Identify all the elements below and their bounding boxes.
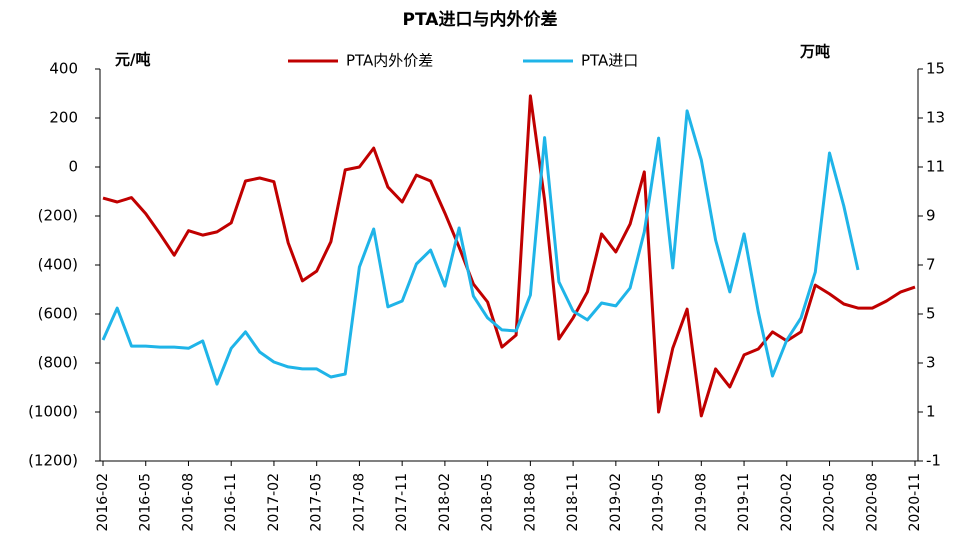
y-tick-label: (1200) (28, 452, 78, 470)
x-tick-label: 2018-08 (522, 473, 538, 532)
x-tick-label: 2020-02 (779, 473, 795, 532)
x-tick-label: 2017-02 (266, 473, 282, 532)
x-tick-label: 2020-11 (907, 473, 923, 532)
x-tick-label: 2017-05 (309, 473, 325, 532)
x-tick-label: 2019-11 (736, 473, 752, 532)
x-tick-label: 2018-02 (437, 473, 453, 532)
y2-tick-label: 13 (926, 109, 945, 127)
x-tick-label: 2017-08 (351, 473, 367, 532)
x-tick-label: 2020-08 (864, 473, 880, 532)
y-tick-label: (400) (38, 256, 78, 274)
y2-tick-label: 1 (926, 403, 936, 421)
series-line (102, 94, 916, 418)
y-tick-label: (800) (38, 354, 78, 372)
x-tick-label: 2016-08 (180, 473, 196, 532)
y2-axis-label: 万吨 (799, 43, 830, 61)
y2-tick-label: 11 (926, 158, 945, 176)
legend-label: PTA内外价差 (346, 52, 433, 70)
x-tick-label: 2018-11 (565, 473, 581, 532)
y2-tick-label: 15 (926, 60, 945, 78)
y2-tick-label: 3 (926, 354, 936, 372)
x-tick-label: 2016-05 (138, 473, 154, 532)
x-tick-label: 2019-02 (608, 473, 624, 532)
y-axis-label: 元/吨 (115, 51, 150, 69)
y2-tick-label: 5 (926, 305, 936, 323)
y-tick-label: 0 (68, 158, 78, 176)
x-tick-label: 2016-02 (95, 473, 111, 532)
chart-title: PTA进口与内外价差 (403, 9, 558, 30)
x-tick-label: 2020-05 (822, 473, 838, 532)
y2-tick-label: 7 (926, 256, 936, 274)
x-tick-label: 2019-05 (651, 473, 667, 532)
y-tick-label: (1000) (28, 403, 78, 421)
series-line (101, 109, 860, 386)
x-tick-label: 2016-11 (223, 473, 239, 532)
y2-tick-label: 9 (926, 207, 936, 225)
y-tick-label: (600) (38, 305, 78, 323)
legend-label: PTA进口 (581, 52, 638, 70)
y2-tick-label: -1 (926, 452, 941, 470)
y-tick-label: (200) (38, 207, 78, 225)
x-tick-label: 2019-08 (693, 473, 709, 532)
y-tick-label: 200 (49, 109, 78, 127)
x-tick-label: 2017-11 (394, 473, 410, 532)
y-tick-label: 400 (49, 60, 78, 78)
x-tick-label: 2018-05 (480, 473, 496, 532)
